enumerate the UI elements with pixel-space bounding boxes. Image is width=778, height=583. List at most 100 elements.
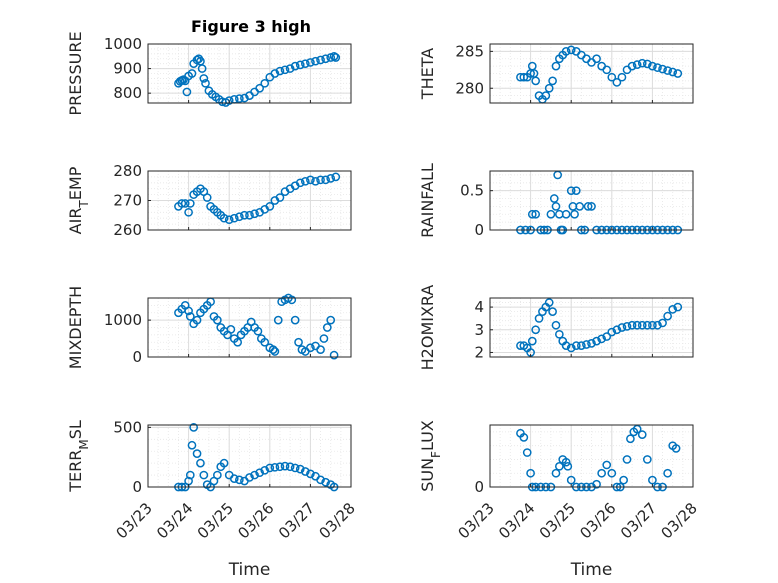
air-temp-data-point (202, 193, 212, 202)
h2omixra-data-point (617, 323, 627, 332)
mixdepth-data-point (306, 343, 315, 353)
mixdepth-data-point (273, 315, 283, 325)
mixdepth-data-point (287, 295, 297, 305)
rainfall-ylabel: RAINFALL (418, 163, 437, 238)
mixdepth-data-point (184, 306, 193, 316)
h2omixra-data-point (555, 329, 564, 339)
theta-data-point (653, 63, 662, 72)
rainfall-data-point (551, 202, 561, 211)
mixdepth-data-point (294, 337, 303, 347)
pressure-data-point (224, 96, 234, 105)
theta-ytick-label: 285 (455, 42, 484, 60)
terr-msl-data-point (199, 470, 209, 480)
sun-flux-xtick-label: 03/26 (576, 499, 619, 542)
air-temp-data-point (180, 199, 190, 208)
air-temp-data-point (311, 176, 320, 186)
sun-flux-data-point (592, 479, 601, 489)
rainfall-axes-frame (489, 170, 694, 231)
mixdepth-data-point (260, 337, 270, 347)
mixdepth-ytick-label: 0 (132, 348, 142, 366)
rainfall-data-point (527, 209, 537, 219)
pressure-data-point (321, 54, 330, 64)
h2omixra-data-point (627, 320, 637, 330)
terr-msl-data-point (187, 440, 197, 450)
mixdepth-ytick-label: 1000 (104, 311, 142, 329)
sun-flux-data-point (526, 468, 535, 478)
sun-flux-xlabel: Time (570, 560, 613, 580)
sun-flux-data-point (563, 461, 573, 471)
terr-msl-data-point (192, 449, 202, 458)
rainfall-axes-bg (490, 171, 693, 230)
theta-data-point (642, 59, 652, 69)
rainfall-data-point (566, 186, 576, 196)
pressure-ytick-label: 900 (113, 60, 142, 78)
theta-data-point (617, 72, 627, 82)
terr-msl-xtick-label: 03/23 (113, 499, 156, 542)
h2omixra-ytick-label: 2 (474, 343, 484, 361)
pressure-data-point (331, 53, 341, 62)
theta-data-point (531, 76, 541, 86)
h2omixra-data-point (637, 320, 647, 330)
h2omixra-data-point (653, 320, 662, 330)
rainfall-data-point (531, 209, 541, 219)
terr-msl-data-point (300, 467, 310, 476)
rainfall-data-point (570, 209, 579, 219)
pressure-data-point (182, 87, 192, 97)
air-temp-data-point (331, 172, 341, 182)
theta-ytick-label: 280 (455, 79, 484, 97)
h2omixra-data-point (527, 336, 537, 346)
sun-flux-data-point (637, 430, 647, 439)
h2omixra-data-point (612, 325, 622, 335)
h2omixra-axes-frame (489, 297, 694, 358)
pressure-axes-frame (147, 43, 352, 104)
pressure-data-point (306, 58, 315, 67)
h2omixra-data-point (551, 320, 561, 330)
h2omixra-data-point (668, 304, 678, 314)
mixdepth-data-point (329, 350, 339, 360)
rainfall-data-point (546, 209, 556, 219)
air-temp-data-point (229, 213, 239, 223)
rainfall-data-point (587, 202, 596, 211)
sun-flux-data-point (671, 444, 681, 453)
pressure-data-point (201, 78, 210, 88)
sun-flux-data-point (648, 475, 657, 485)
theta-data-point (632, 60, 642, 70)
pressure-data-point (290, 61, 300, 71)
theta-data-point (561, 47, 571, 56)
terr-msl-data-point (189, 423, 199, 432)
air-temp-data-point (177, 199, 187, 208)
terr-msl-data-point (280, 461, 290, 471)
theta-axes-frame (489, 43, 694, 104)
terr-msl-data-point (229, 474, 239, 484)
air-temp-data-point (185, 199, 195, 208)
terr-msl-data-point (219, 458, 229, 468)
mixdepth-data-point (213, 315, 222, 325)
h2omixra-ytick-label: 4 (474, 298, 484, 316)
terr-msl-data-point (316, 475, 325, 485)
terr-msl-xtick-label: 03/24 (153, 499, 196, 542)
pressure-data-point (295, 60, 305, 70)
air-temp-data-point (240, 210, 249, 220)
pressure-ylabel: PRESSURE (66, 31, 85, 115)
sun-flux-data-point (632, 424, 642, 434)
h2omixra-data-point (632, 320, 642, 330)
terr-msl-data-point (321, 477, 330, 487)
pressure-data-point (316, 55, 325, 65)
theta-data-point (663, 66, 672, 75)
mixdepth-axes-frame (147, 297, 352, 358)
h2omixra-data-point (587, 339, 596, 348)
terr-msl-data-point (245, 473, 254, 482)
pressure-data-point (300, 59, 310, 69)
sun-flux-data-point (519, 433, 529, 442)
pressure-ytick-label: 1000 (104, 35, 142, 53)
terr-msl-data-point (260, 465, 270, 475)
air-temp-data-point (321, 175, 330, 185)
pressure-data-point (240, 93, 249, 103)
h2omixra-data-point (544, 298, 554, 307)
h2omixra-data-point (642, 320, 652, 330)
h2omixra-data-point (566, 343, 576, 353)
pressure-data-point (235, 94, 244, 103)
theta-data-point (548, 76, 557, 86)
h2omixra-data-point (622, 322, 632, 331)
